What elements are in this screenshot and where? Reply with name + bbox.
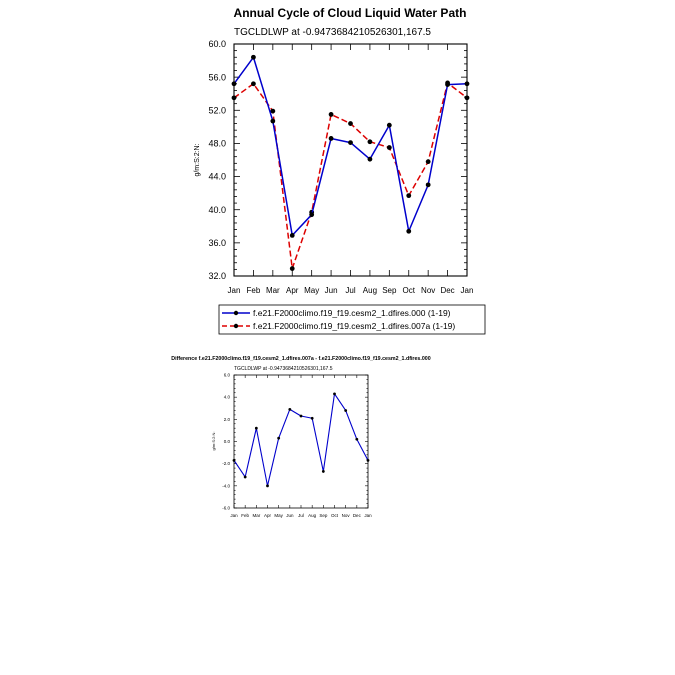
x-tick-label: Apr xyxy=(264,513,272,518)
data-point-series-2 xyxy=(289,266,295,271)
data-point-series-1 xyxy=(445,82,450,87)
data-point-series-2 xyxy=(425,159,431,165)
x-tick-label: Apr xyxy=(286,286,299,295)
chart-subtitle: TGCLDLWP at -0.9473684210526301,167.5 xyxy=(234,27,431,38)
data-point-series-2 xyxy=(406,193,412,199)
data-point-series-1 xyxy=(344,409,348,412)
x-tick-label: Nov xyxy=(342,513,351,518)
x-tick-label: Dec xyxy=(440,286,454,295)
x-tick-label: Mar xyxy=(266,286,280,295)
plot-area: 32.0 36.0 40.0 44.0 48.0 52.0 56.0 60.0 Jan Feb Ma… xyxy=(208,39,473,295)
data-point-series-1 xyxy=(310,416,314,420)
data-point-series-1 xyxy=(367,156,373,162)
y-tick-label: 48.0 xyxy=(208,139,226,149)
x-tick-label: Jun xyxy=(325,286,338,295)
x-tick-label: Jan xyxy=(461,286,474,295)
plot-frame xyxy=(233,43,468,277)
x-tick-label: Sep xyxy=(382,286,397,295)
data-point-series-2 xyxy=(328,112,334,117)
series-line-1 xyxy=(233,393,369,487)
data-point-series-2 xyxy=(251,81,256,87)
data-point-series-1 xyxy=(333,392,336,396)
x-tick-label: May xyxy=(274,513,283,518)
y-tick-label: 0.0 xyxy=(224,439,231,444)
y-tick-label: -2.0 xyxy=(222,461,230,466)
data-point-series-1 xyxy=(232,458,236,462)
x-tick-label: Feb xyxy=(247,286,261,295)
data-point-series-1 xyxy=(425,182,431,188)
x-tick-label: Nov xyxy=(421,286,435,295)
x-tick-label: Jan xyxy=(364,513,372,518)
legend-marker-series-2 xyxy=(233,323,239,329)
x-tick-label: Aug xyxy=(308,513,317,518)
legend: f.e21.F2000climo.f19_f19.cesm2_1.dfires.… xyxy=(218,304,486,335)
data-point-series-1 xyxy=(406,228,412,234)
y-tick-label: 60.0 xyxy=(208,39,226,49)
data-point-series-2 xyxy=(386,145,392,150)
data-point-series-1 xyxy=(355,437,359,441)
y-tick-label: 56.0 xyxy=(208,72,226,82)
x-tick-label: Mar xyxy=(252,513,260,518)
y-tick-label: 32.0 xyxy=(208,271,226,281)
y-tick-label: 4.0 xyxy=(224,395,231,400)
y-tick-label: 44.0 xyxy=(208,172,226,182)
data-point-series-1 xyxy=(266,484,269,488)
data-point-series-2 xyxy=(231,95,237,101)
data-point-series-1 xyxy=(321,470,325,473)
x-tick-label: Jun xyxy=(286,513,294,518)
data-point-series-1 xyxy=(277,436,281,440)
data-point-series-1 xyxy=(386,122,392,128)
data-point-series-1 xyxy=(366,458,370,462)
data-point-series-1 xyxy=(288,407,292,411)
x-tick-label: Aug xyxy=(363,286,377,295)
y-tick-label: 40.0 xyxy=(208,205,226,215)
y-tick-label: 52.0 xyxy=(208,105,226,115)
difference-chart: Difference f.e21.F2000climo.f19_f19.cesm… xyxy=(171,356,430,518)
data-point-series-1 xyxy=(251,54,256,60)
data-point-series-2 xyxy=(367,139,373,145)
y-axis-label: g/m:S:2:N: xyxy=(211,432,216,451)
data-point-series-1 xyxy=(299,414,303,418)
x-tick-label: Jul xyxy=(345,286,355,295)
data-point-series-2 xyxy=(270,108,276,114)
data-point-series-2 xyxy=(348,121,353,126)
chart-subtitle: TGCLDLWP at -0.9473684210526301,167.5 xyxy=(234,366,333,372)
annual-cycle-chart: Annual Cycle of Cloud Liquid Water Path … xyxy=(194,6,486,335)
x-tick-label: May xyxy=(304,286,319,295)
x-tick-label: Dec xyxy=(353,513,362,518)
y-tick-label: -6.0 xyxy=(222,506,230,511)
data-point-series-1 xyxy=(231,81,237,87)
legend-box xyxy=(218,304,486,335)
x-tick-label: Jan xyxy=(230,513,238,518)
data-point-series-1 xyxy=(348,140,353,146)
y-tick-label: -4.0 xyxy=(222,483,230,488)
x-tick-label: Jan xyxy=(228,286,241,295)
y-axis-label: g/m:S:2:N: xyxy=(194,143,201,176)
chart-title: Difference f.e21.F2000climo.f19_f19.cesm… xyxy=(171,356,430,362)
x-tick-label: Oct xyxy=(403,286,416,295)
legend-label-series-2: f.e21.F2000climo.f19_f19.cesm2_1.dfires.… xyxy=(253,321,455,331)
legend-marker-series-1 xyxy=(233,310,239,316)
data-point-series-1 xyxy=(328,136,334,141)
y-tick-label: 6.0 xyxy=(224,373,231,378)
data-point-series-1 xyxy=(254,426,258,430)
x-tick-label: Jul xyxy=(298,513,304,518)
x-tick-label: Sep xyxy=(319,513,328,518)
x-tick-label: Oct xyxy=(331,513,339,518)
y-tick-label: 2.0 xyxy=(224,417,231,422)
y-tick-label: 36.0 xyxy=(208,238,226,248)
data-point-series-1 xyxy=(243,475,247,479)
plot-frame xyxy=(233,374,369,509)
data-point-series-1 xyxy=(289,233,295,238)
data-point-series-1 xyxy=(309,212,315,218)
data-point-series-2 xyxy=(464,95,470,101)
data-point-series-1 xyxy=(270,118,276,124)
legend-label-series-1: f.e21.F2000climo.f19_f19.cesm2_1.dfires.… xyxy=(253,308,451,318)
data-point-series-1 xyxy=(464,81,470,87)
chart-title: Annual Cycle of Cloud Liquid Water Path xyxy=(234,6,467,20)
x-tick-label: Feb xyxy=(241,513,249,518)
